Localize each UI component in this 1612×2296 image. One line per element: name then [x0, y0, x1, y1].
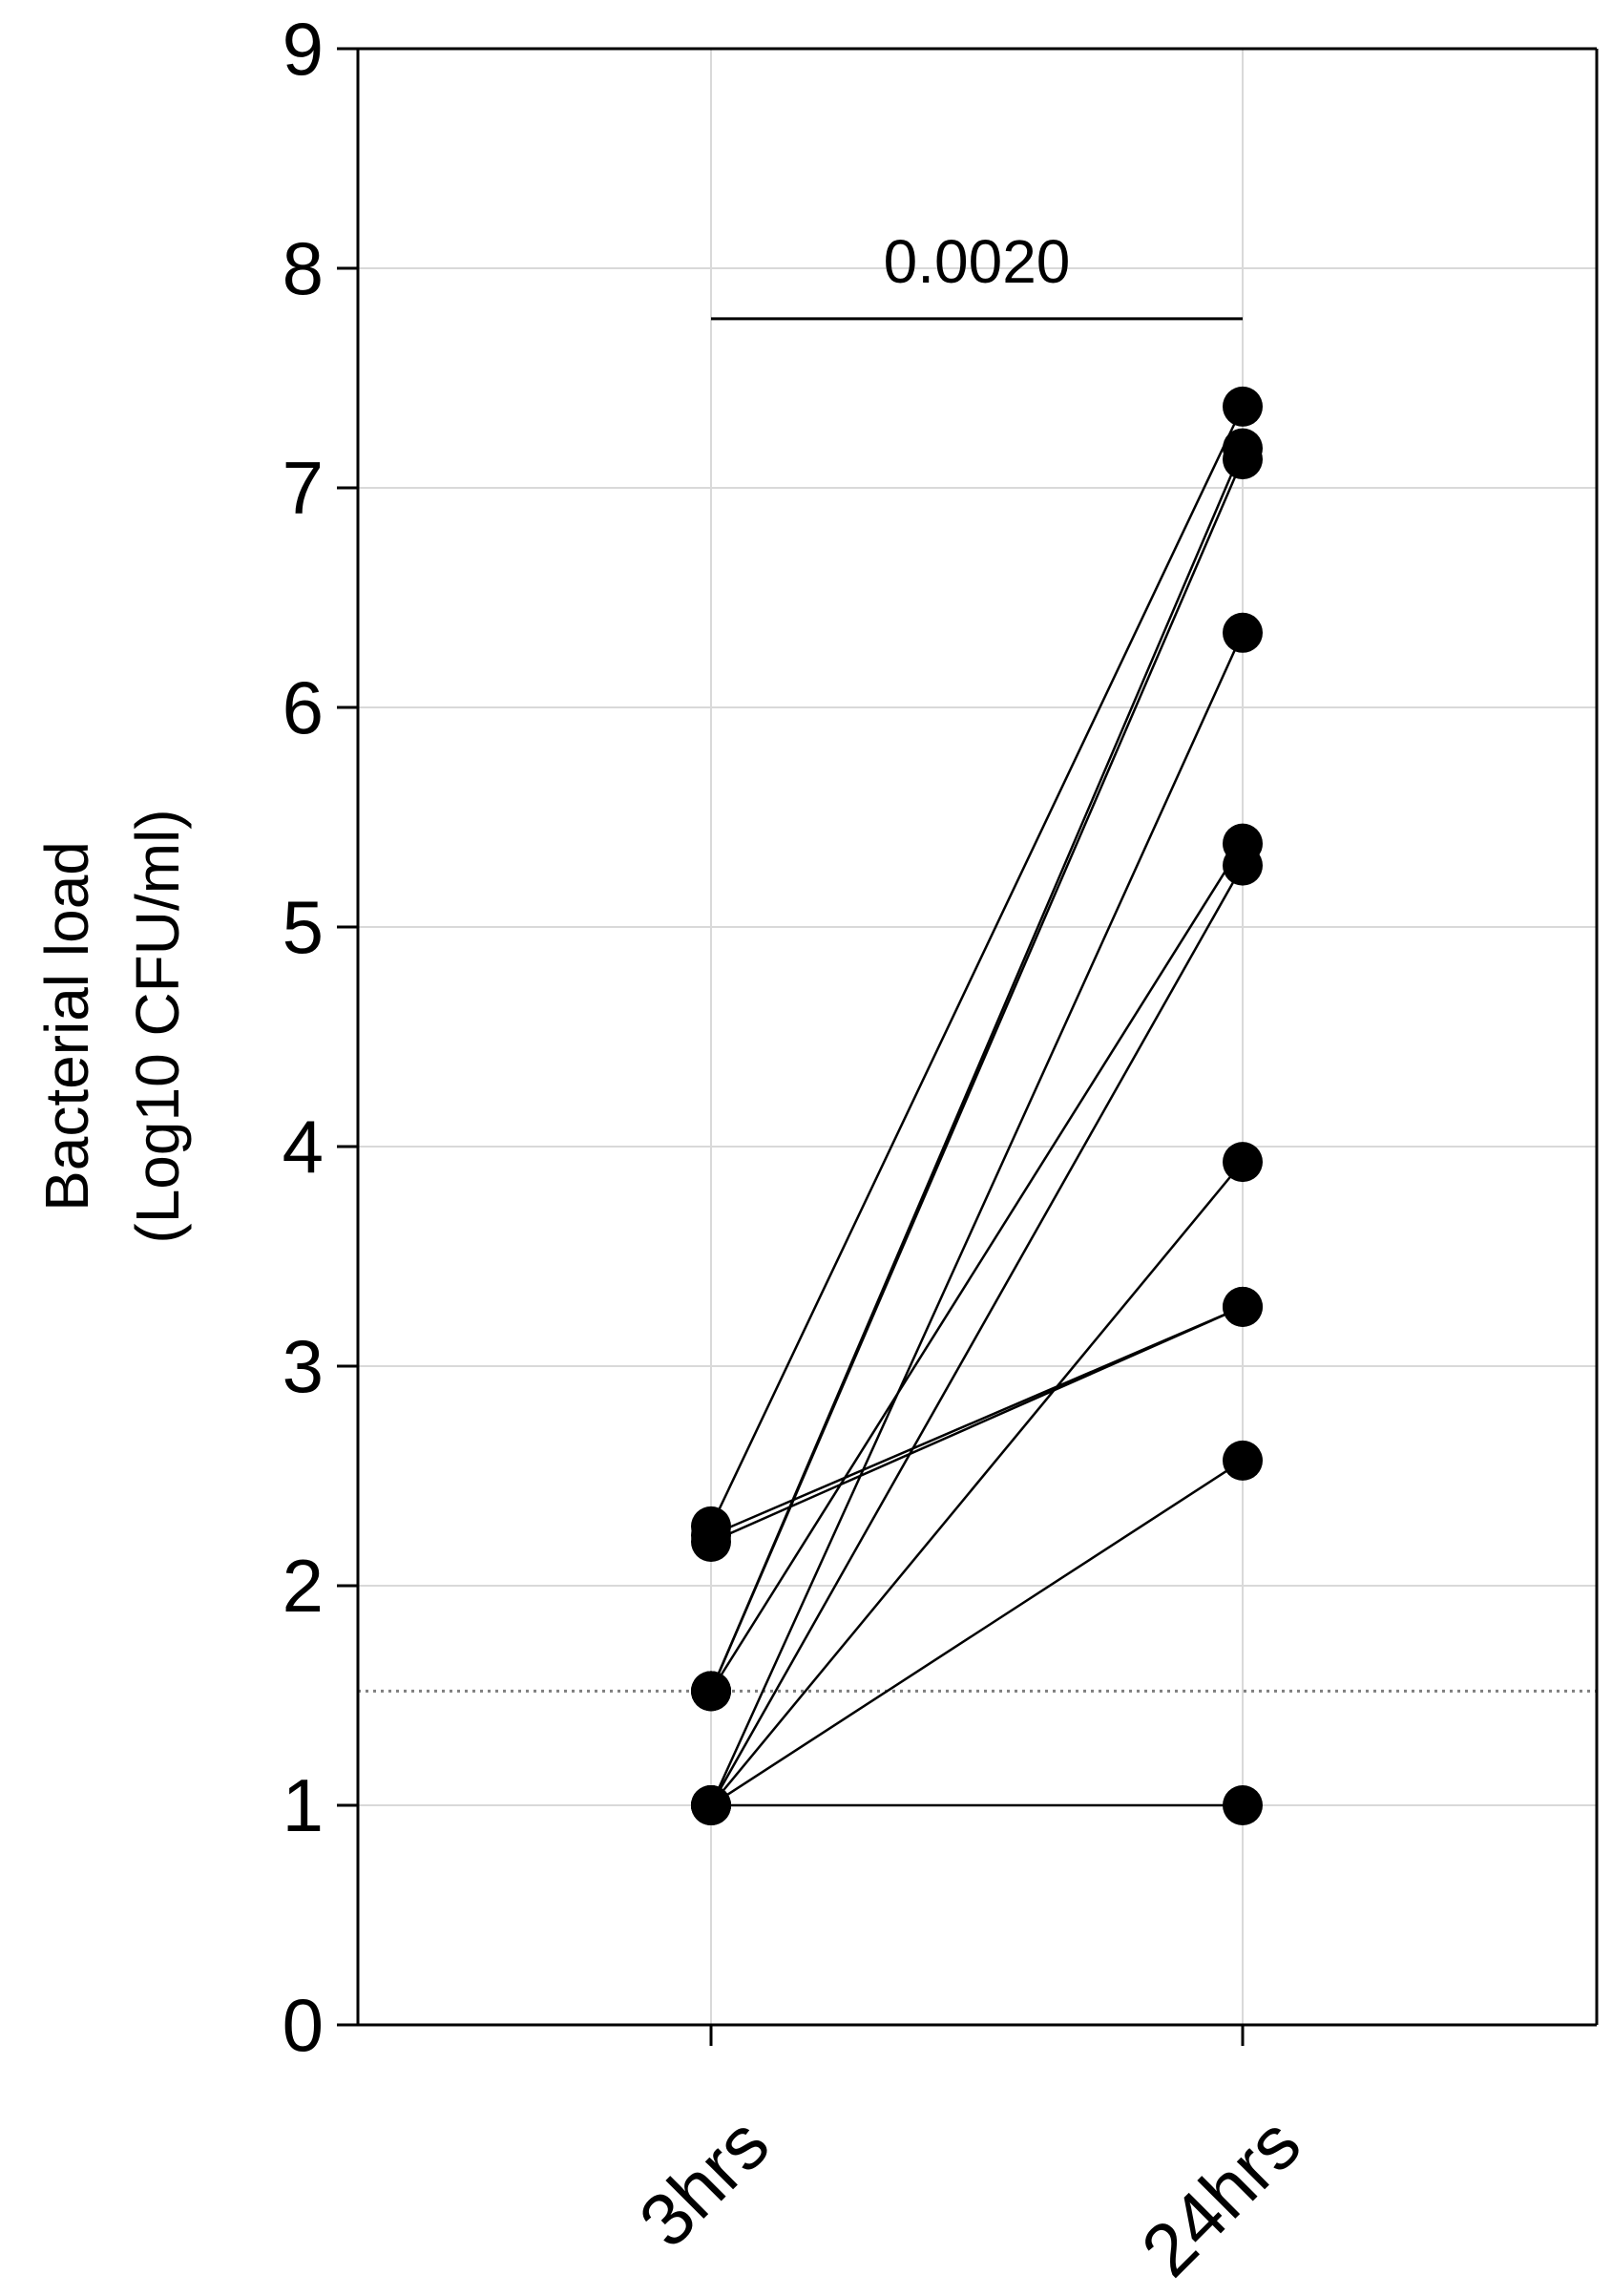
point-5-3hrs: [691, 1671, 731, 1712]
pair-line-1: [709, 406, 1245, 1527]
pair-line-4: [709, 632, 1245, 1806]
y-tick-label-3: 3: [283, 1324, 324, 1408]
y-tick-label-7: 7: [283, 446, 324, 530]
point-9-3hrs: [691, 1515, 731, 1556]
point-9-24hrs: [1223, 1286, 1263, 1327]
point-1-24hrs: [1223, 386, 1263, 427]
data-points: [691, 386, 1263, 1825]
y-axis-label-line-1: Bacterial load: [32, 841, 101, 1211]
pair-line-6: [709, 864, 1245, 1806]
y-tick-label-1: 1: [283, 1763, 324, 1847]
pair-line-7: [710, 1161, 1244, 1806]
point-3-24hrs: [1223, 439, 1263, 480]
point-7-24hrs: [1223, 1142, 1263, 1183]
x-tick-label-24hrs: 24hrs: [1125, 2101, 1316, 2292]
y-tick-label-6: 6: [283, 665, 324, 749]
y-tick-label-2: 2: [283, 1544, 324, 1628]
x-tick-label-3hrs: 3hrs: [623, 2101, 785, 2264]
pair-line-10: [710, 1459, 1244, 1807]
point-10-24hrs: [1223, 1440, 1263, 1481]
significance-bracket: 0.0020: [711, 227, 1243, 321]
pair-line-5: [709, 842, 1245, 1693]
point-11-24hrs: [1223, 1785, 1263, 1825]
y-tick-label-9: 9: [283, 7, 324, 91]
pair-line-9: [710, 1305, 1244, 1537]
y-tick-label-0: 0: [283, 1983, 324, 2067]
y-tick-label-8: 8: [283, 226, 324, 310]
y-tick-label-5: 5: [283, 885, 324, 969]
pair-line-3: [709, 458, 1245, 1692]
point-11-3hrs: [691, 1785, 731, 1825]
y-axis-label-line-2: (Log10 CFU/ml): [123, 809, 192, 1243]
x-tick-labels: 3hrs 24hrs: [623, 2101, 1317, 2292]
point-4-24hrs: [1223, 612, 1263, 653]
y-tick-labels: 0 1 2 3 4 5 6 7 8 9: [283, 7, 324, 2067]
paired-lines: [709, 406, 1245, 1807]
y-tick-label-4: 4: [283, 1105, 324, 1189]
significance-label: 0.0020: [884, 227, 1071, 296]
axes: [337, 47, 1599, 2046]
gridlines: [358, 48, 1597, 2025]
point-6-24hrs: [1223, 845, 1263, 886]
